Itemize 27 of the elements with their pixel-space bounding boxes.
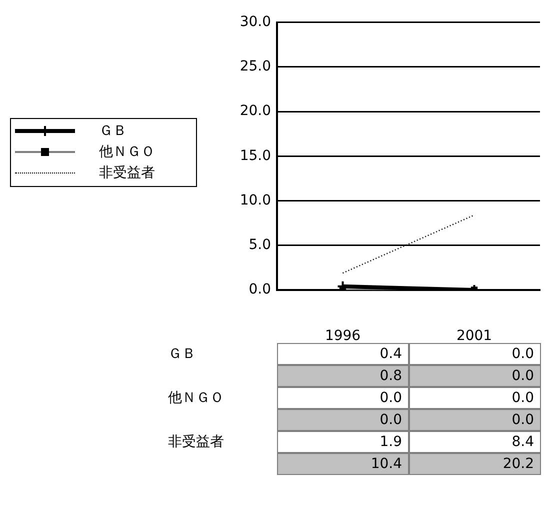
x-tick-label: 2001 (456, 328, 492, 344)
text: 0.8 (380, 368, 402, 384)
text: 10.4 (370, 456, 402, 472)
data-label: 8.4 (512, 434, 534, 450)
y-tick-label: 25.0 (240, 58, 271, 75)
data-label: 0.4 (380, 346, 402, 362)
y-tick-label: 10.0 (240, 192, 271, 208)
x-tick-label: 1996 (324, 328, 361, 344)
text: 0.0 (380, 412, 402, 428)
text: 0.0 (512, 412, 534, 428)
text: 他ＮＧＯ (168, 390, 224, 406)
data-label: 0.0 (512, 346, 534, 362)
text: 0.0 (512, 368, 534, 384)
legend-label: 非受益者 (99, 164, 155, 183)
y-tick-label: 0.0 (248, 282, 271, 298)
legend-label: 他ＮＧＯ (99, 143, 155, 162)
y-tick-label: 15.0 (240, 148, 271, 164)
y-tick-label: 30.0 (240, 14, 271, 30)
data-label: 1.9 (380, 434, 402, 450)
text: 非受益者 (168, 434, 224, 450)
data-label: 0.0 (380, 390, 402, 406)
y-tick-label: 20.0 (240, 103, 271, 120)
data-label: 0.0 (512, 390, 534, 406)
y-tick-label: 5.0 (248, 237, 271, 254)
text: ＧＢ (168, 346, 196, 362)
legend-label: ＧＢ (99, 122, 127, 141)
text: 20.2 (502, 456, 534, 472)
